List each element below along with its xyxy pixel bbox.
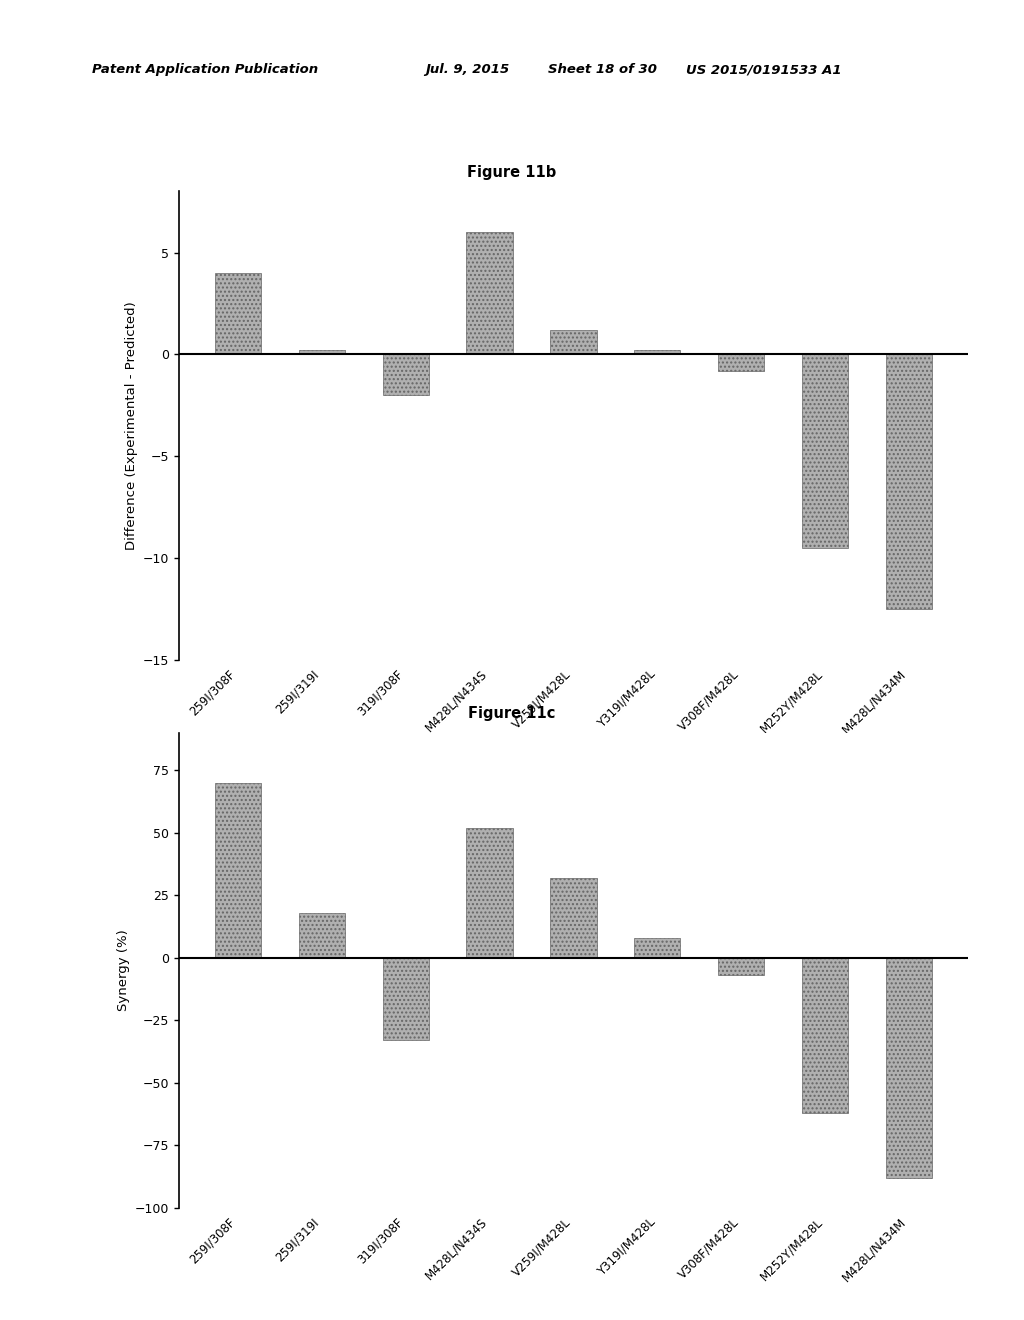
Bar bbox=[802, 354, 848, 548]
Text: Sheet 18 of 30: Sheet 18 of 30 bbox=[548, 63, 656, 77]
Bar bbox=[718, 354, 764, 371]
Bar bbox=[634, 937, 680, 958]
Text: Figure 11c: Figure 11c bbox=[468, 706, 556, 721]
Bar bbox=[299, 912, 345, 958]
Bar bbox=[634, 350, 680, 354]
Bar bbox=[467, 828, 513, 958]
Bar bbox=[215, 273, 261, 354]
Bar bbox=[802, 958, 848, 1113]
Bar bbox=[215, 783, 261, 958]
Text: Figure 11b: Figure 11b bbox=[467, 165, 557, 180]
Text: Patent Application Publication: Patent Application Publication bbox=[92, 63, 318, 77]
Bar bbox=[383, 354, 429, 395]
Bar bbox=[299, 350, 345, 354]
Bar bbox=[550, 330, 597, 354]
Bar bbox=[383, 958, 429, 1040]
Bar bbox=[550, 878, 597, 958]
Y-axis label: Synergy (%): Synergy (%) bbox=[117, 929, 130, 1011]
Bar bbox=[718, 958, 764, 975]
Y-axis label: Difference (Experimental - Predicted): Difference (Experimental - Predicted) bbox=[125, 301, 137, 550]
Bar bbox=[467, 232, 513, 354]
Text: Jul. 9, 2015: Jul. 9, 2015 bbox=[425, 63, 509, 77]
Text: US 2015/0191533 A1: US 2015/0191533 A1 bbox=[686, 63, 842, 77]
Bar bbox=[886, 354, 932, 609]
Bar bbox=[886, 958, 932, 1177]
